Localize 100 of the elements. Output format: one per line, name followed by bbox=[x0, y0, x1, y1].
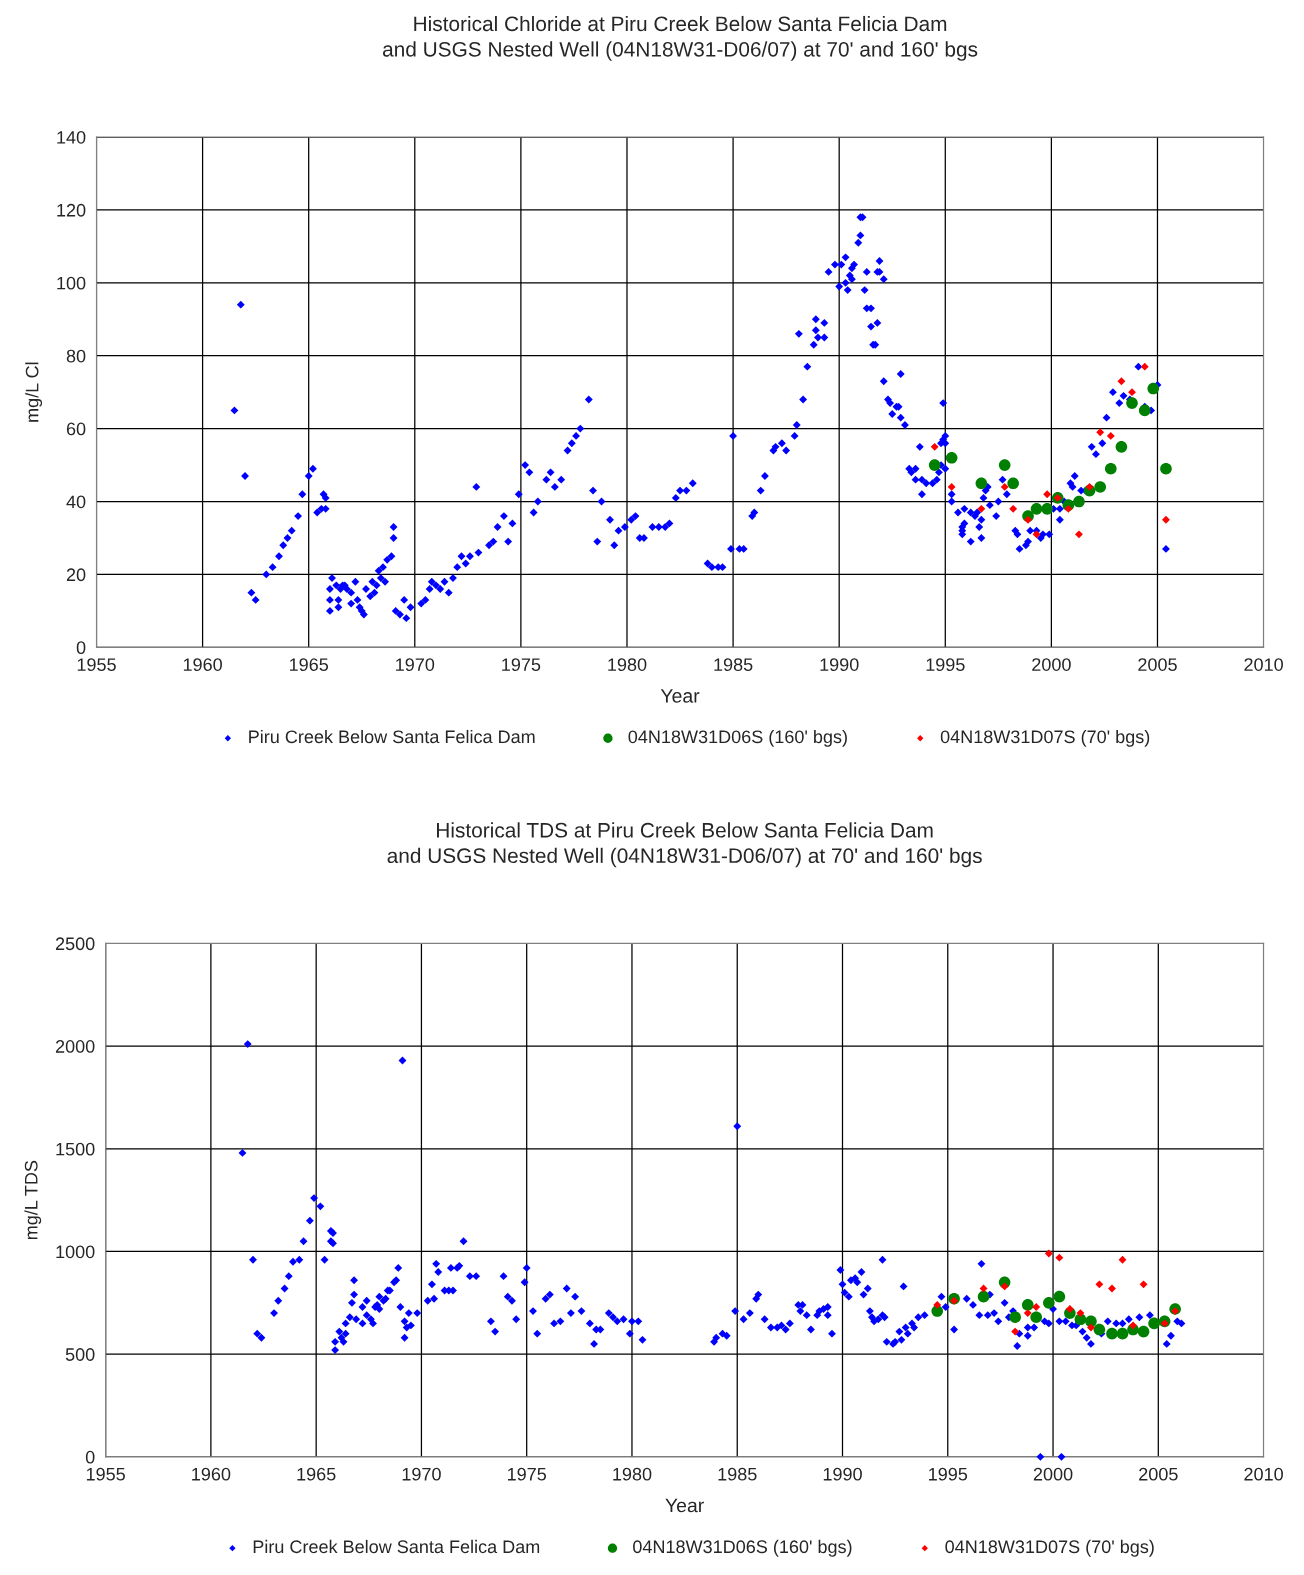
x-tick-label: 1960 bbox=[192, 1467, 231, 1481]
point bbox=[1007, 477, 1019, 490]
point bbox=[979, 1284, 988, 1293]
point bbox=[1128, 388, 1136, 397]
x-tick-label: 2010 bbox=[1244, 1467, 1283, 1481]
point bbox=[1044, 1249, 1053, 1258]
legend-label: 04N18W31D07S (70' bgs) bbox=[940, 729, 1150, 747]
point bbox=[945, 451, 958, 464]
point bbox=[947, 483, 956, 491]
chart-title: Historical Chloride at Piru Creek Below Santa Felicia Dam and USGS Nested Well (04N18W31-D06/07) at 70' and 160' bgs bbox=[383, 15, 978, 61]
point bbox=[1095, 1280, 1104, 1289]
point bbox=[1138, 404, 1151, 417]
point bbox=[1023, 1309, 1032, 1318]
point bbox=[1094, 481, 1106, 493]
y-tick-label: 0 bbox=[85, 1450, 95, 1464]
y-tick-label: 140 bbox=[57, 130, 86, 144]
point bbox=[1106, 1327, 1118, 1340]
point bbox=[1055, 1253, 1064, 1262]
x-tick-label: 1990 bbox=[820, 658, 859, 671]
point bbox=[1096, 428, 1105, 437]
x-tick-label: 2010 bbox=[1244, 658, 1283, 671]
legend-label: Piru Creek Below Santa Felica Dam bbox=[249, 729, 535, 744]
legend-label: 04N18W31D06S (160' bgs) bbox=[633, 1539, 852, 1557]
point bbox=[930, 442, 939, 451]
point bbox=[1093, 1323, 1106, 1336]
y-tick-label: 500 bbox=[65, 1348, 95, 1361]
x-tick-label: 1965 bbox=[289, 658, 329, 671]
x-axis-title: Year bbox=[660, 689, 700, 703]
legend-label: 04N18W31D06S (160' bgs) bbox=[628, 729, 847, 747]
point bbox=[1053, 1290, 1066, 1303]
point bbox=[1171, 1307, 1180, 1315]
point bbox=[1009, 1311, 1021, 1324]
point bbox=[1041, 503, 1053, 515]
point bbox=[1043, 1297, 1055, 1309]
x-tick-label: 1955 bbox=[77, 658, 116, 671]
point bbox=[933, 1300, 942, 1309]
point bbox=[1073, 495, 1085, 508]
point bbox=[998, 459, 1011, 471]
y-axis-title: mg/L Cl bbox=[25, 362, 43, 422]
point bbox=[977, 504, 986, 513]
x-tick-label: 1985 bbox=[714, 658, 753, 671]
point bbox=[1032, 530, 1041, 539]
point bbox=[1115, 441, 1128, 453]
x-tick-label: 1990 bbox=[823, 1467, 862, 1481]
x-tick-label: 1995 bbox=[926, 658, 965, 671]
x-tick-label: 1965 bbox=[297, 1467, 336, 1481]
point bbox=[928, 459, 941, 471]
x-tick-label: 1975 bbox=[502, 658, 541, 671]
point bbox=[1139, 1280, 1148, 1289]
point bbox=[1137, 1325, 1150, 1338]
point bbox=[1140, 362, 1149, 371]
point bbox=[1162, 515, 1170, 524]
y-tick-label: 2000 bbox=[55, 1040, 95, 1053]
point bbox=[1117, 377, 1126, 386]
x-axis-title: Year bbox=[665, 1498, 704, 1513]
point bbox=[1024, 515, 1032, 524]
y-tick-label: 2500 bbox=[55, 937, 95, 951]
legend-label: 04N18W31D07S (70' bgs) bbox=[945, 1539, 1154, 1557]
x-tick-label: 2005 bbox=[1138, 658, 1177, 671]
y-tick-label: 1000 bbox=[56, 1245, 95, 1259]
point bbox=[1118, 1255, 1127, 1264]
point bbox=[1108, 1284, 1116, 1293]
point bbox=[1076, 1309, 1085, 1318]
point bbox=[1129, 1321, 1137, 1330]
point bbox=[1030, 503, 1043, 515]
x-tick-label: 2000 bbox=[1033, 1467, 1073, 1481]
legend-label: Piru Creek Below Santa Felica Dam bbox=[253, 1539, 540, 1554]
point bbox=[1075, 530, 1083, 539]
x-tick-label: 1995 bbox=[929, 1467, 968, 1481]
point bbox=[1000, 1282, 1009, 1291]
point bbox=[1126, 397, 1138, 409]
y-tick-label: 1500 bbox=[56, 1142, 95, 1156]
point bbox=[1116, 1327, 1129, 1340]
y-tick-label: 20 bbox=[66, 568, 86, 582]
point bbox=[977, 1290, 990, 1303]
x-tick-label: 1980 bbox=[613, 1467, 652, 1481]
x-tick-label: 1955 bbox=[86, 1467, 125, 1481]
y-tick-label: 40 bbox=[66, 495, 86, 509]
point bbox=[1009, 504, 1018, 513]
y-tick-label: 60 bbox=[66, 422, 86, 436]
point bbox=[1032, 1303, 1041, 1311]
point bbox=[975, 477, 988, 490]
x-tick-label: 1975 bbox=[507, 1467, 547, 1481]
point bbox=[1064, 504, 1073, 513]
x-tick-label: 1960 bbox=[183, 658, 222, 671]
x-tick-label: 1970 bbox=[402, 1467, 441, 1481]
x-tick-label: 2000 bbox=[1032, 658, 1071, 671]
point bbox=[1160, 1319, 1169, 1328]
point bbox=[1065, 1305, 1074, 1313]
point bbox=[1085, 483, 1094, 491]
point bbox=[1087, 1323, 1095, 1332]
point bbox=[1043, 490, 1052, 499]
point bbox=[1021, 1299, 1034, 1311]
x-tick-label: 1970 bbox=[396, 658, 435, 671]
point bbox=[1160, 462, 1172, 475]
y-axis-title: mg/L TDS bbox=[24, 1160, 42, 1240]
y-tick-label: 120 bbox=[57, 203, 86, 217]
y-tick-label: 100 bbox=[57, 276, 86, 290]
point bbox=[1104, 462, 1117, 475]
chart-title: Historical TDS at Piru Creek Below Santa Felicia Dam and USGS Nested Well (04N18W31-D06/07) at 70' and 160' bgs bbox=[387, 822, 982, 868]
